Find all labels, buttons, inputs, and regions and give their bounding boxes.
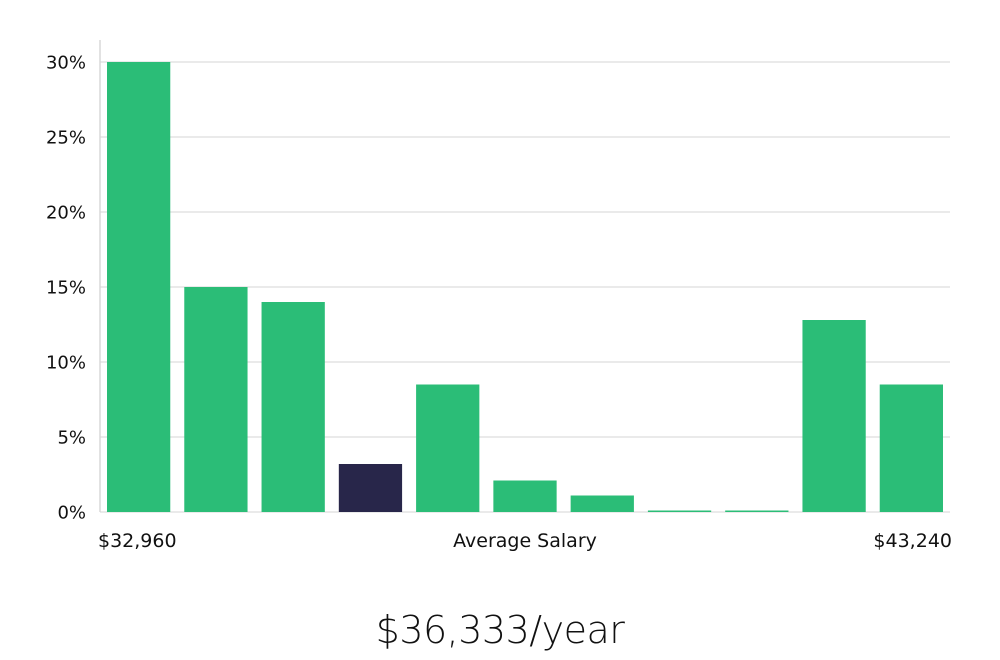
- x-axis-title: Average Salary: [453, 530, 597, 552]
- bar-highlighted: [338, 464, 403, 512]
- y-tick-label: 15%: [46, 278, 86, 299]
- bar: [802, 320, 866, 512]
- average-salary-value: $36,333/year: [375, 608, 625, 652]
- y-tick-label: 10%: [46, 353, 86, 374]
- y-tick-label: 5%: [57, 428, 86, 449]
- y-tick-labels: 0% 5% 10% 15% 20% 25% 30%: [46, 53, 86, 524]
- bar: [879, 384, 943, 512]
- x-min-label: $32,960: [98, 530, 177, 552]
- bar: [261, 302, 325, 512]
- y-tick-label: 20%: [46, 203, 86, 224]
- x-max-label: $43,240: [873, 530, 952, 552]
- bar: [493, 480, 557, 512]
- bar: [107, 62, 171, 512]
- bars: [107, 62, 943, 512]
- bar: [570, 495, 634, 512]
- bar: [416, 384, 480, 512]
- bar: [184, 287, 248, 512]
- salary-histogram: 0% 5% 10% 15% 20% 25% 30% $32,960 Average Sala…: [46, 40, 952, 552]
- bar: [647, 510, 712, 512]
- y-tick-label: 30%: [46, 53, 86, 74]
- bar: [725, 510, 789, 512]
- y-tick-label: 0%: [57, 503, 86, 524]
- y-tick-label: 25%: [46, 128, 86, 149]
